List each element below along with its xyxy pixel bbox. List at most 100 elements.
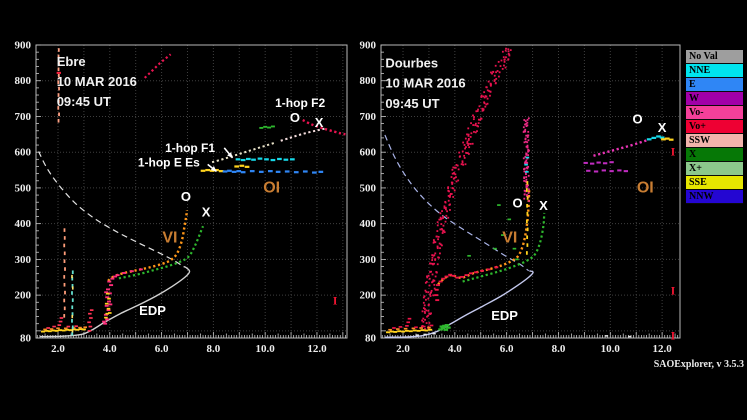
y-tick-label: 200 [360,290,377,302]
annotation-10-mar-2016: 10 MAR 2016 [385,76,465,91]
x-tick-label: 8.0 [207,343,221,355]
legend-item-nnw: NNW [686,190,743,204]
series-fmin-noise-pink [102,268,143,325]
series-magenta-rows [583,161,629,173]
annotation-x: X [658,120,667,135]
y-tick-label: 400 [360,218,377,230]
y-tick-label: 600 [360,147,377,159]
y-tick-label: 80 [365,333,377,345]
annotation-oi: OI [263,180,280,197]
plot-border [380,44,681,339]
annotation-i: I [671,328,676,342]
annotation-o: O [512,196,522,211]
annotation-dourbes: Dourbes [385,56,438,71]
series-green-blob [438,324,451,331]
plot-border [35,44,348,339]
series-spread-column-salmon [63,228,66,318]
annotation-oi: OI [637,180,654,197]
series-edp-profile [384,270,534,338]
series-green-sprinkle [467,204,519,261]
x-tick-label: 4.0 [448,343,462,355]
annotation-arrow [207,163,217,173]
series-onehop-cyan-row [235,157,295,162]
series-f-trace-x [118,225,205,280]
series-topright-magenta-trace [593,139,647,157]
series-f-trace-x [462,212,546,283]
annotation-ebre: Ebre [57,54,86,69]
x-tick-label: 8.0 [552,343,566,355]
annotation-x: X [315,115,324,130]
series-top-red-streak [143,53,172,79]
annotation-arrow [223,147,234,159]
legend-item-no-val: No Val [686,50,743,64]
legend-item-e: E [686,78,743,92]
legend-item-vo-: Vo+ [686,120,743,134]
direction-legend: No Val NNE E W Vo- Vo+ SSW X X+ SSE NNW [686,50,743,204]
series-spread-column-magenta [522,117,530,203]
x-tick-label: 2.0 [396,343,410,355]
series-top-column-salmon [57,48,60,123]
annotation-x: X [202,205,211,220]
annotation-edp: EDP [491,308,518,323]
series-e-region-orange [388,326,431,331]
legend-item-ssw: SSW [686,134,743,148]
series-onehop-f2-crimson [302,118,346,136]
series-spread-column-cyan-specks [524,156,530,173]
series-onehop-f2-rise-white [280,127,325,142]
annotation-o: O [632,112,642,127]
annotation-edp: EDP [139,303,166,318]
series-f-trace-o-noise [434,266,499,302]
x-tick-label: 4.0 [103,343,117,355]
x-tick-label: 6.0 [500,343,514,355]
series-e-region-yellow [41,328,86,333]
x-tick-label: 2.0 [51,343,65,355]
series-spread-column-yellow [525,181,529,255]
series-fmin-noise-yellow [104,292,112,319]
y-tick-label: 900 [360,40,377,52]
legend-item-vo-: Vo- [686,106,743,120]
annotation-vi: VI [502,230,517,247]
y-tick-label: 500 [15,182,32,194]
series-topside-profile-dashed [38,151,184,268]
y-tick-label: 700 [15,111,32,123]
y-tick-label: 600 [15,147,32,159]
series-spread-column-accent [71,274,74,333]
series-topright-cyan [646,135,665,141]
y-tick-label: 300 [360,254,377,266]
annotation-i: I [671,144,676,158]
series-edp-profile [39,265,191,338]
annotation-i: I [333,293,338,307]
legend-item-nne: NNE [686,64,743,78]
series-e-region-yellow [386,328,433,334]
ionogram-panel-dourbes[interactable]: 2.0 4.0 6.0 8.0 10.0 12.0 900 800 700 600 500 400 30… [360,40,681,356]
x-tick-label: 10.0 [256,343,276,355]
series-onehop-es-yellow [200,164,250,173]
ionogram-panel-ebre[interactable]: 2.0 4.0 6.0 8.0 10.0 12.0 900 800 700 600 500 400 30… [15,40,348,356]
series-top-column-red-dot [56,71,61,74]
y-tick-label: 500 [360,182,377,194]
series-f-trace-o [437,187,531,286]
annotation-1-hop-f2: 1-hop F2 [275,96,325,110]
annotation-o: O [181,189,191,204]
legend-item-sse: SSE [686,176,743,190]
legend-item-x-: X+ [686,162,743,176]
annotation-x: X [539,198,548,213]
series-e-region-white [415,332,436,336]
x-tick-label: 6.0 [155,343,169,355]
series-f-trace-o [107,209,189,282]
x-tick-label: 12.0 [307,343,327,355]
y-tick-label: 800 [15,75,32,87]
series-e-region-red [392,317,434,329]
series-spread-column-cyan [71,270,74,336]
y-tick-label: 200 [15,290,32,302]
series-white-specks [604,335,632,338]
y-tick-label: 900 [15,40,32,52]
y-tick-label: 700 [360,111,377,123]
series-onehop-f2-green [259,125,275,129]
annotation-o: O [290,110,300,125]
annotation-i: I [671,283,676,297]
x-tick-label: 10.0 [601,343,621,355]
annotation-1-hop-f1: 1-hop F1 [165,141,215,155]
